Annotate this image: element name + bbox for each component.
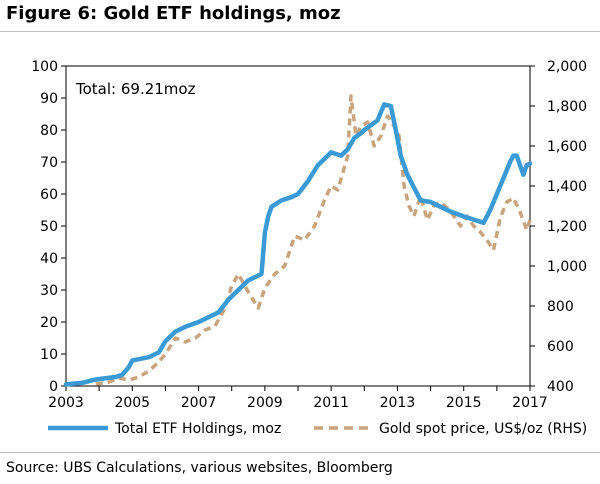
chart: 0 10 20 30 40 50 60 70 80 90 100 400 600 800 1,000 1,20… bbox=[31, 59, 587, 437]
x-tick-label: 2017 bbox=[512, 395, 548, 411]
left-tick-label: 90 bbox=[40, 91, 58, 107]
x-tick-label: 2013 bbox=[380, 395, 416, 411]
left-tick-label: 60 bbox=[40, 187, 58, 203]
right-tick-label: 800 bbox=[547, 299, 574, 315]
gold-price-series bbox=[95, 94, 532, 386]
chart-axes: 0 10 20 30 40 50 60 70 80 90 100 400 600 800 1,000 1,20… bbox=[31, 59, 587, 411]
left-tick-label: 70 bbox=[40, 155, 58, 171]
top-divider bbox=[0, 31, 600, 32]
right-tick-label: 1,600 bbox=[547, 139, 587, 155]
legend-label-gold: Gold spot price, US$/oz (RHS) bbox=[379, 421, 587, 437]
right-tick-label: 1,000 bbox=[547, 259, 587, 275]
left-tick-label: 40 bbox=[40, 251, 58, 267]
etf-holdings-line bbox=[63, 102, 533, 387]
right-tick-label: 1,800 bbox=[547, 99, 587, 115]
etf-holdings-series bbox=[63, 102, 533, 387]
source-note: Source: UBS Calculations, various websit… bbox=[6, 460, 393, 476]
left-tick-label: 100 bbox=[31, 59, 58, 75]
gold-price-line bbox=[95, 94, 532, 386]
x-tick-label: 2009 bbox=[247, 395, 283, 411]
left-tick-label: 0 bbox=[49, 379, 58, 395]
right-tick-label: 1,400 bbox=[547, 179, 587, 195]
right-tick-label: 2,000 bbox=[547, 59, 587, 75]
x-tick-label: 2015 bbox=[446, 395, 482, 411]
legend: Total ETF Holdings, moz Gold spot price, … bbox=[48, 421, 587, 437]
left-tick-label: 10 bbox=[40, 347, 58, 363]
right-tick-label: 1,200 bbox=[547, 219, 587, 235]
legend-label-etf: Total ETF Holdings, moz bbox=[114, 421, 281, 437]
left-tick-label: 20 bbox=[40, 315, 58, 331]
x-tick-label: 2005 bbox=[114, 395, 150, 411]
left-tick-label: 30 bbox=[40, 283, 58, 299]
x-tick-label: 2011 bbox=[313, 395, 349, 411]
x-tick-label: 2007 bbox=[181, 395, 217, 411]
figure-title: Figure 6: Gold ETF holdings, moz bbox=[6, 3, 341, 24]
right-tick-label: 600 bbox=[547, 339, 574, 355]
bottom-divider bbox=[0, 452, 600, 453]
right-tick-label: 400 bbox=[547, 379, 574, 395]
total-annotation: Total: 69.21moz bbox=[75, 80, 196, 98]
left-tick-label: 80 bbox=[40, 123, 58, 139]
left-tick-label: 50 bbox=[40, 219, 58, 235]
x-tick-label: 2003 bbox=[48, 395, 84, 411]
